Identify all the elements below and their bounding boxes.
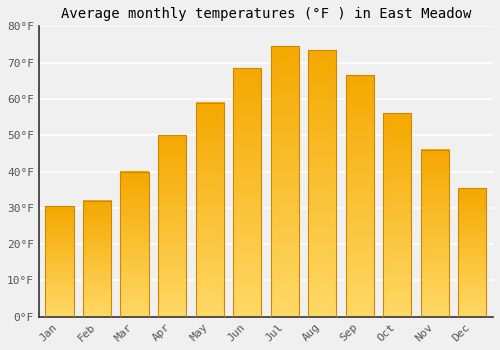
Bar (421, 150, 449, 317)
Bar (308, 50, 336, 317)
Title: Average monthly temperatures (°F ) in East Meadow: Average monthly temperatures (°F ) in Ea… (60, 7, 471, 21)
Bar (120, 172, 148, 317)
Bar (233, 68, 261, 317)
Bar (83, 201, 111, 317)
Bar (346, 75, 374, 317)
Bar (383, 113, 412, 317)
Bar (196, 103, 224, 317)
Bar (46, 206, 74, 317)
Bar (458, 188, 486, 317)
Bar (270, 46, 299, 317)
Bar (158, 135, 186, 317)
